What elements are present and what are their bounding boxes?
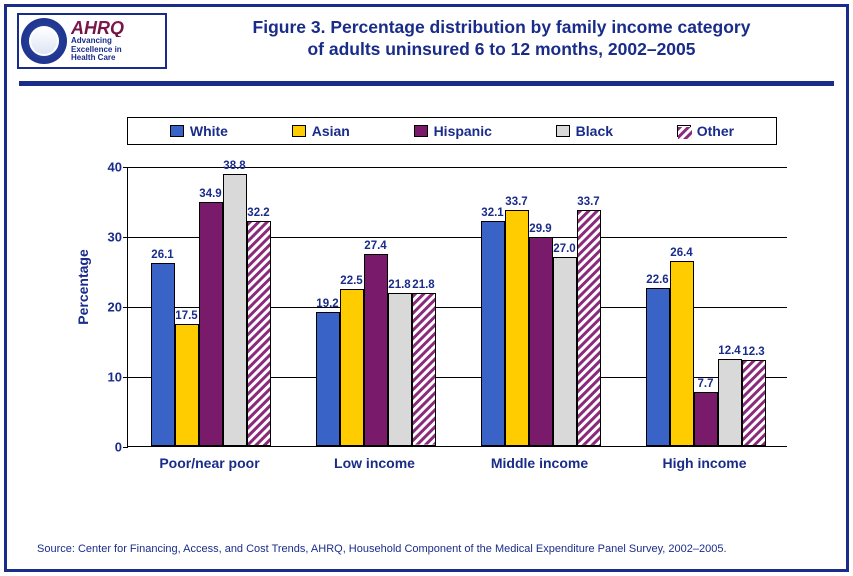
figure-title: Figure 3. Percentage distribution by fam… [167, 13, 836, 61]
logo-tagline-3: Health Care [71, 54, 124, 63]
category-label: High income [662, 455, 746, 471]
y-axis-label: Percentage [75, 249, 91, 324]
category-label: Middle income [491, 455, 588, 471]
bar [199, 202, 223, 446]
category-label: Poor/near poor [159, 455, 259, 471]
figure-frame: AHRQ Advancing Excellence in Health Care… [4, 4, 849, 572]
bar [412, 293, 436, 446]
logo-text: AHRQ Advancing Excellence in Health Care [71, 19, 124, 63]
bar [718, 359, 742, 446]
bar [670, 261, 694, 446]
bar [694, 392, 718, 446]
logo-brand: AHRQ [71, 19, 124, 37]
legend-item-hispanic: Hispanic [414, 123, 492, 139]
bar [529, 237, 553, 446]
bar-value-label: 27.4 [356, 240, 396, 252]
bar-value-label: 33.7 [569, 196, 609, 208]
header-rule [19, 81, 834, 86]
bar-value-label: 26.1 [143, 249, 183, 261]
legend-item-other: Other [677, 123, 734, 139]
y-tick-mark [123, 167, 128, 168]
bar [247, 221, 271, 446]
legend-item-black: Black [556, 123, 613, 139]
header: AHRQ Advancing Excellence in Health Care… [7, 7, 846, 69]
legend-label: White [190, 123, 228, 139]
chart-area: WhiteAsianHispanicBlackOther Percentage … [67, 117, 806, 509]
y-tick-label: 20 [94, 300, 122, 315]
source-note: Source: Center for Financing, Access, an… [37, 543, 727, 555]
bar [742, 360, 766, 446]
ahrq-logo: AHRQ Advancing Excellence in Health Care [17, 13, 167, 69]
bar-value-label: 26.4 [662, 247, 702, 259]
bar [481, 221, 505, 446]
bar [646, 288, 670, 446]
bar [316, 312, 340, 446]
y-tick-label: 10 [94, 370, 122, 385]
y-tick-mark [123, 307, 128, 308]
bar-value-label: 12.3 [734, 346, 774, 358]
bar [553, 257, 577, 446]
legend-swatch [677, 125, 691, 137]
bar-value-label: 38.8 [215, 160, 255, 172]
bar [175, 324, 199, 447]
bar [388, 293, 412, 446]
title-line-2: of adults uninsured 6 to 12 months, 2002… [167, 39, 836, 61]
bar [151, 263, 175, 446]
legend-item-white: White [170, 123, 228, 139]
y-tick-label: 30 [94, 230, 122, 245]
legend-swatch [414, 125, 428, 137]
bar-value-label: 29.9 [521, 223, 561, 235]
legend-label: Other [697, 123, 734, 139]
y-tick-mark [123, 377, 128, 378]
bar [505, 210, 529, 446]
category-label: Low income [334, 455, 415, 471]
bar-value-label: 32.2 [239, 207, 279, 219]
y-tick-mark [123, 447, 128, 448]
chart-legend: White Asian Hispanic Black Other [127, 117, 777, 145]
y-tick-label: 40 [94, 160, 122, 175]
y-tick-mark [123, 237, 128, 238]
title-line-1: Figure 3. Percentage distribution by fam… [167, 17, 836, 39]
bar-value-label: 33.7 [497, 196, 537, 208]
legend-swatch [170, 125, 184, 137]
legend-swatch [556, 125, 570, 137]
bar [340, 289, 364, 447]
y-tick-label: 0 [94, 440, 122, 455]
plot-area: 01020304026.117.534.938.832.219.222.527.… [127, 167, 787, 447]
legend-label: Asian [312, 123, 350, 139]
hhs-seal-icon [21, 18, 67, 64]
legend-label: Hispanic [434, 123, 492, 139]
legend-swatch [292, 125, 306, 137]
legend-item-asian: Asian [292, 123, 350, 139]
bar-value-label: 21.8 [404, 279, 444, 291]
bar [577, 210, 601, 446]
legend-label: Black [576, 123, 613, 139]
